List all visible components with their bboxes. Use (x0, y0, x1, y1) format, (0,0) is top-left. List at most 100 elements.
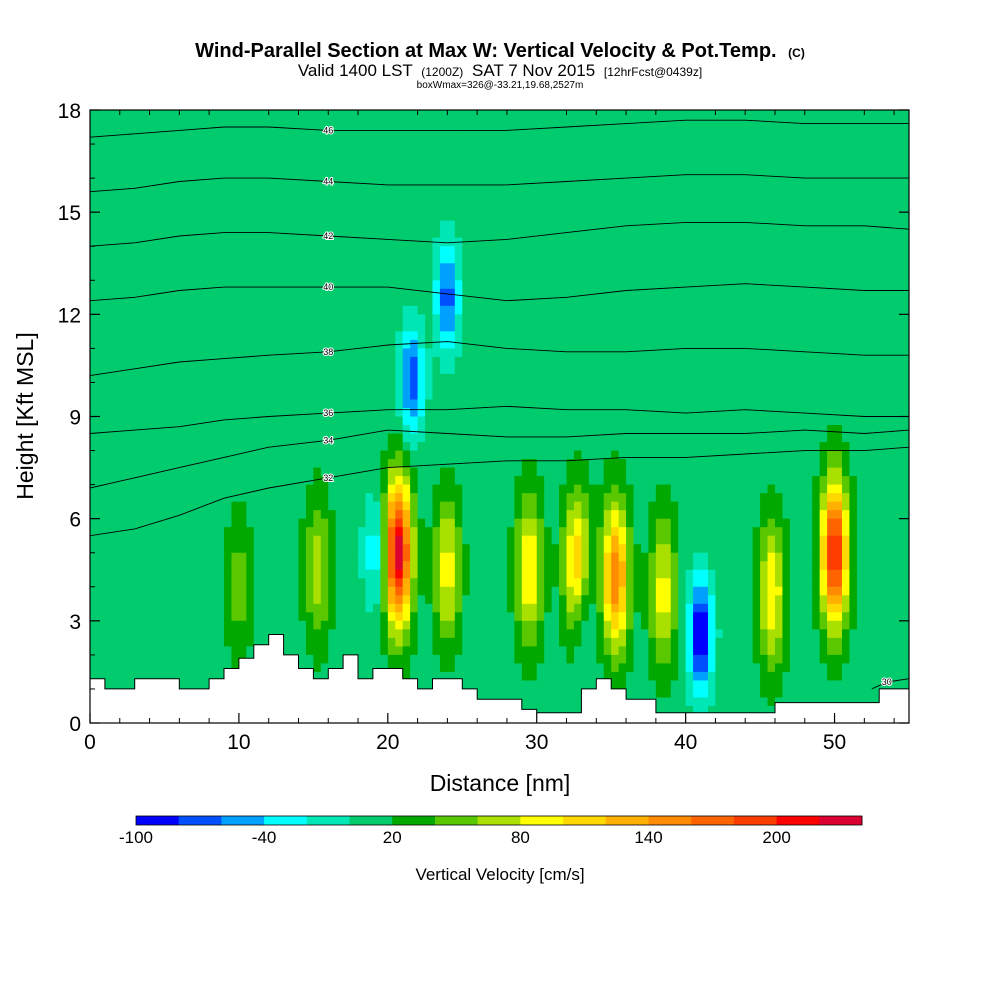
valid-utc: (1200Z) (421, 65, 463, 79)
w-cell (536, 169, 545, 179)
w-cell (186, 493, 195, 503)
w-cell (492, 663, 501, 673)
w-cell (231, 663, 240, 673)
w-cell (380, 382, 389, 392)
w-cell (387, 348, 396, 358)
w-cell (462, 339, 471, 349)
w-cell (283, 127, 292, 137)
w-cell (253, 186, 262, 196)
w-cell (387, 552, 396, 562)
w-cell (484, 654, 493, 664)
w-cell (134, 254, 143, 264)
w-cell (536, 203, 545, 213)
w-cell (97, 382, 106, 392)
w-cell (566, 254, 575, 264)
w-cell (291, 178, 300, 188)
w-cell (573, 203, 582, 213)
w-cell (216, 654, 225, 664)
w-cell (231, 331, 240, 341)
w-cell (112, 229, 121, 239)
w-cell (417, 459, 426, 469)
w-cell (432, 297, 441, 307)
w-cell (343, 203, 352, 213)
w-cell (439, 612, 448, 622)
w-cell (171, 195, 180, 205)
w-cell (454, 595, 463, 605)
w-cell (536, 229, 545, 239)
w-cell (514, 629, 523, 639)
w-cell (90, 339, 99, 349)
w-cell (149, 212, 158, 222)
w-cell (283, 535, 292, 545)
w-cell (209, 501, 218, 511)
w-cell (358, 356, 367, 367)
w-cell (387, 186, 396, 196)
w-cell (164, 356, 173, 367)
w-cell (194, 382, 203, 392)
w-cell (216, 178, 225, 188)
w-cell (253, 356, 262, 367)
w-cell (90, 246, 99, 256)
w-cell (566, 595, 575, 605)
w-cell (395, 578, 404, 588)
w-cell (439, 110, 448, 120)
w-cell (231, 629, 240, 639)
w-cell (157, 220, 166, 230)
w-cell (246, 450, 255, 460)
w-cell (395, 297, 404, 307)
w-cell (521, 586, 530, 596)
w-cell (224, 407, 233, 418)
w-cell (186, 212, 195, 222)
w-cell (291, 246, 300, 256)
w-cell (238, 127, 247, 137)
w-cell (544, 322, 553, 332)
w-cell (179, 144, 188, 154)
w-cell (350, 373, 359, 384)
w-cell (224, 544, 233, 554)
w-cell (387, 271, 396, 281)
w-cell (350, 476, 359, 486)
w-cell (268, 399, 277, 409)
w-cell (305, 280, 314, 290)
w-cell (164, 152, 173, 162)
w-cell (149, 288, 158, 298)
w-cell (90, 552, 99, 562)
w-cell (447, 169, 456, 179)
w-cell (506, 663, 515, 673)
w-cell (350, 161, 359, 171)
w-cell (559, 518, 568, 528)
w-cell (469, 390, 478, 401)
w-cell (380, 263, 389, 273)
w-cell (588, 229, 597, 239)
w-cell (216, 254, 225, 264)
w-cell (447, 254, 456, 264)
w-cell (358, 442, 367, 452)
w-cell (551, 425, 560, 435)
w-cell (343, 169, 352, 179)
w-cell (350, 127, 359, 137)
w-cell (410, 535, 419, 545)
w-cell (387, 416, 396, 426)
w-cell (149, 339, 158, 349)
w-cell (90, 484, 99, 494)
w-cell (209, 305, 218, 315)
w-cell (492, 399, 501, 409)
w-cell (380, 467, 389, 477)
w-cell (224, 629, 233, 639)
w-cell (201, 535, 210, 545)
w-cell (283, 425, 292, 435)
w-cell (231, 297, 240, 307)
w-cell (410, 493, 419, 503)
w-cell (305, 297, 314, 307)
w-cell (603, 212, 612, 222)
w-cell (127, 612, 136, 622)
w-cell (573, 603, 582, 613)
w-cell (276, 356, 285, 367)
w-cell (521, 152, 530, 162)
w-cell (514, 459, 523, 469)
w-cell (454, 339, 463, 349)
w-cell (506, 467, 515, 477)
w-cell (142, 220, 151, 230)
w-cell (506, 229, 515, 239)
w-cell (387, 314, 396, 324)
